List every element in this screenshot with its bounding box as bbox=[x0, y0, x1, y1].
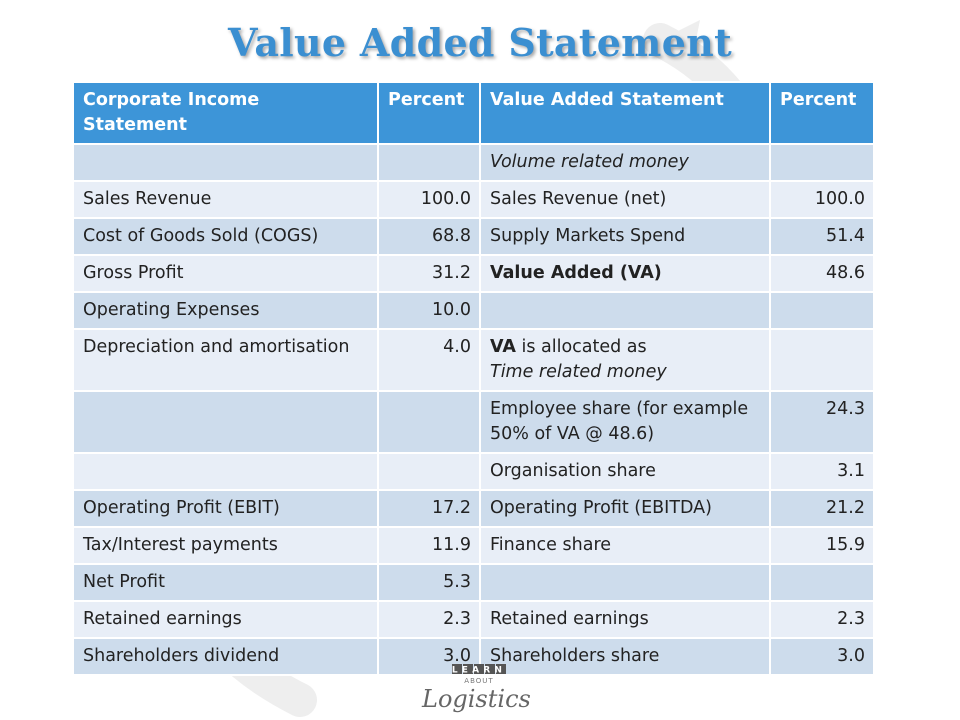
cell-income-percent: 5.3 bbox=[377, 563, 481, 602]
cell-va-percent: 100.0 bbox=[769, 180, 875, 219]
cell-va-percent: 51.4 bbox=[769, 217, 875, 256]
cell-income-percent: 10.0 bbox=[377, 291, 481, 330]
header-percent-left: Percent bbox=[377, 81, 481, 145]
cell-income-item: Retained earnings bbox=[72, 600, 379, 639]
cell-income-item bbox=[72, 390, 379, 454]
logo-about-text: ABOUT bbox=[464, 677, 493, 685]
va-allocated-text: is allocated as bbox=[515, 337, 647, 357]
cell-va-item bbox=[479, 291, 771, 330]
cell-income-item: Depreciation and amortisation bbox=[72, 328, 379, 392]
cell-va-percent: 48.6 bbox=[769, 254, 875, 293]
table-row: Operating Profit (EBIT) 17.2 Operating P… bbox=[72, 489, 875, 528]
cell-income-percent: 2.3 bbox=[377, 600, 481, 639]
cell-va-item: Retained earnings bbox=[479, 600, 771, 639]
cell-va-item: Volume related money bbox=[479, 143, 771, 182]
header-percent-right: Percent bbox=[769, 81, 875, 145]
table-row: Organisation share 3.1 bbox=[72, 452, 875, 491]
cell-income-item: Net Profit bbox=[72, 563, 379, 602]
cell-income-percent bbox=[377, 390, 481, 454]
cell-income-percent: 100.0 bbox=[377, 180, 481, 219]
learn-letter-boxes bbox=[452, 664, 506, 674]
cell-va-percent: 3.0 bbox=[769, 637, 875, 676]
cell-income-percent: 31.2 bbox=[377, 254, 481, 293]
logo-learn-text: LEARN bbox=[452, 666, 506, 676]
cell-va-item: Organisation share bbox=[479, 452, 771, 491]
cell-income-percent: 68.8 bbox=[377, 217, 481, 256]
cell-income-item bbox=[72, 452, 379, 491]
table-row: Net Profit 5.3 bbox=[72, 563, 875, 602]
header-value-added-statement: Value Added Statement bbox=[479, 81, 771, 145]
time-related-text: Time related money bbox=[490, 362, 667, 382]
cell-income-item: Operating Profit (EBIT) bbox=[72, 489, 379, 528]
table-row: Depreciation and amortisation 4.0 VA is … bbox=[72, 328, 875, 392]
cell-va-percent: 15.9 bbox=[769, 526, 875, 565]
cell-va-percent: 2.3 bbox=[769, 600, 875, 639]
cell-va-item: Supply Markets Spend bbox=[479, 217, 771, 256]
cell-income-percent: 4.0 bbox=[377, 328, 481, 392]
cell-va-item: Operating Profit (EBITDA) bbox=[479, 489, 771, 528]
cell-va-percent: 24.3 bbox=[769, 390, 875, 454]
cell-income-item: Tax/Interest payments bbox=[72, 526, 379, 565]
cell-income-item: Cost of Goods Sold (COGS) bbox=[72, 217, 379, 256]
cell-va-percent: 3.1 bbox=[769, 452, 875, 491]
cell-va-item: Shareholders share bbox=[479, 637, 771, 676]
cell-va-item: Value Added (VA) bbox=[479, 254, 771, 293]
table-row: Tax/Interest payments 11.9 Finance share… bbox=[72, 526, 875, 565]
cell-va-item: Employee share (for example 50% of VA @ … bbox=[479, 390, 771, 454]
header-income-statement: Corporate Income Statement bbox=[72, 81, 379, 145]
cell-income-item: Gross Profit bbox=[72, 254, 379, 293]
table-row: Retained earnings 2.3 Retained earnings … bbox=[72, 600, 875, 639]
cell-va-percent bbox=[769, 563, 875, 602]
cell-va-item: Finance share bbox=[479, 526, 771, 565]
table-row: Gross Profit 31.2 Value Added (VA) 48.6 bbox=[72, 254, 875, 293]
cell-income-percent: 11.9 bbox=[377, 526, 481, 565]
cell-income-item: Sales Revenue bbox=[72, 180, 379, 219]
cell-va-percent: 21.2 bbox=[769, 489, 875, 528]
cell-income-percent bbox=[377, 143, 481, 182]
cell-va-item: VA is allocated as Time related money bbox=[479, 328, 771, 392]
cell-va-item bbox=[479, 563, 771, 602]
cell-va-item: Sales Revenue (net) bbox=[479, 180, 771, 219]
table-header-row: Corporate Income Statement Percent Value… bbox=[72, 81, 875, 145]
table-row: Sales Revenue 100.0 Sales Revenue (net) … bbox=[72, 180, 875, 219]
cell-va-percent bbox=[769, 328, 875, 392]
cell-va-percent bbox=[769, 291, 875, 330]
table-row: Cost of Goods Sold (COGS) 68.8 Supply Ma… bbox=[72, 217, 875, 256]
value-added-table: Corporate Income Statement Percent Value… bbox=[72, 81, 875, 676]
page-title: Value Added Statement bbox=[228, 20, 732, 65]
table-row: Operating Expenses 10.0 bbox=[72, 291, 875, 330]
table-row: Employee share (for example 50% of VA @ … bbox=[72, 390, 875, 454]
cell-va-percent bbox=[769, 143, 875, 182]
cell-income-percent bbox=[377, 452, 481, 491]
logo-logistics-text: Logistics bbox=[421, 685, 531, 713]
va-abbrev: VA bbox=[490, 337, 516, 357]
cell-income-item: Operating Expenses bbox=[72, 291, 379, 330]
cell-income-item bbox=[72, 143, 379, 182]
cell-income-percent: 17.2 bbox=[377, 489, 481, 528]
table-row: Volume related money bbox=[72, 143, 875, 182]
cell-income-item: Shareholders dividend bbox=[72, 637, 379, 676]
learn-about-logistics-logo: LEARN ABOUT Logistics bbox=[421, 664, 531, 713]
